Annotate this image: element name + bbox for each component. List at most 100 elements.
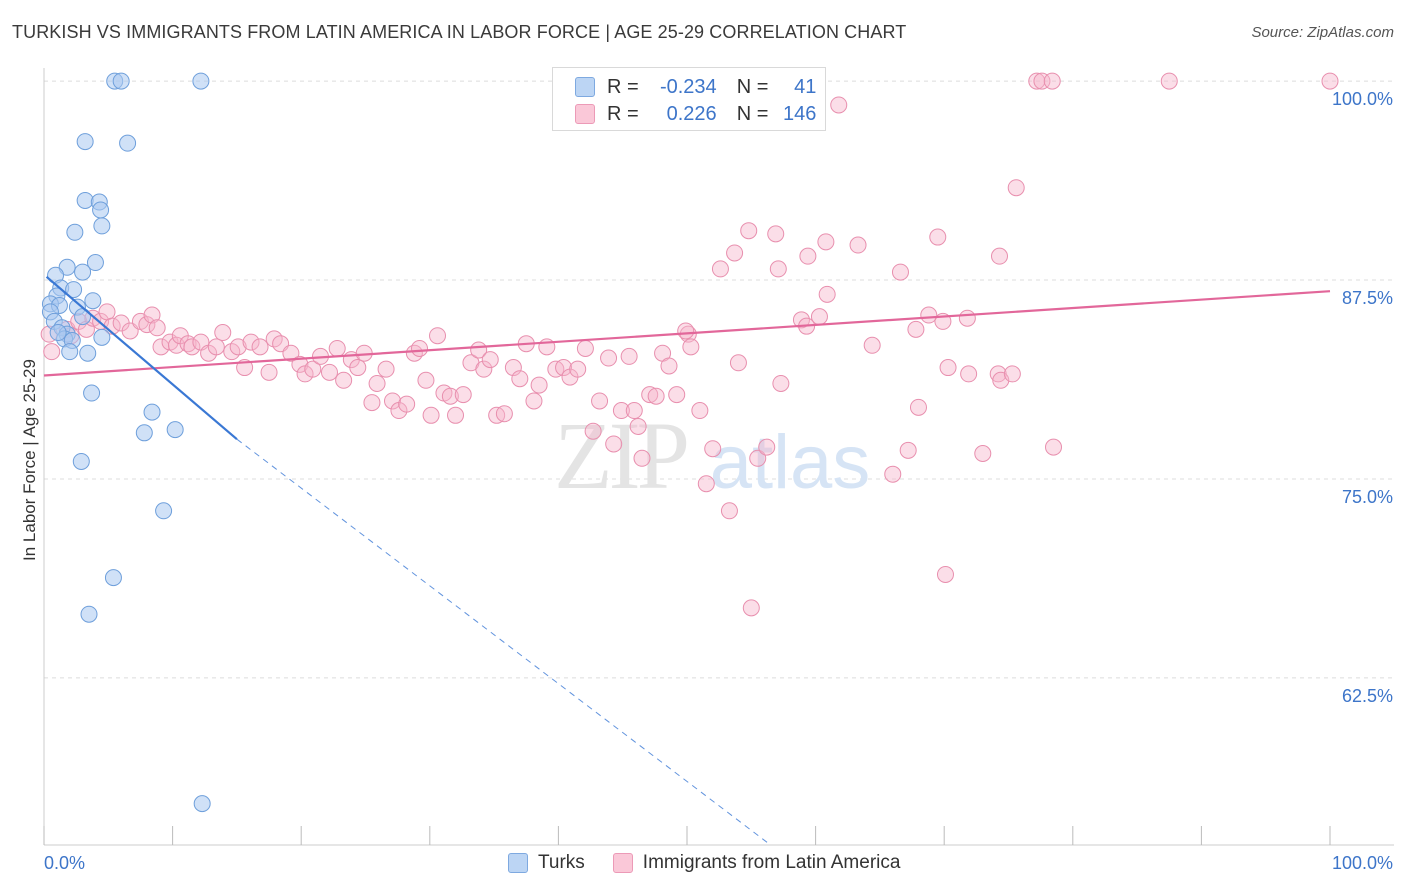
latam-point bbox=[939, 359, 957, 377]
legend-swatch-latam bbox=[575, 104, 595, 124]
latam-point bbox=[929, 228, 947, 246]
turks-point bbox=[83, 384, 101, 402]
latam-point bbox=[612, 402, 630, 420]
legend-r-value: -0.234 bbox=[659, 75, 717, 98]
latam-point bbox=[849, 236, 867, 254]
turks-point bbox=[72, 452, 90, 470]
turks-point bbox=[84, 292, 102, 310]
latam-point bbox=[207, 338, 225, 356]
latam-point bbox=[677, 322, 695, 340]
latam-point bbox=[1321, 72, 1339, 90]
latam-point bbox=[454, 386, 472, 404]
chart-title: TURKISH VS IMMIGRANTS FROM LATIN AMERICA… bbox=[12, 22, 907, 42]
x-tick-label: 0.0% bbox=[44, 853, 85, 873]
latam-point bbox=[1043, 72, 1061, 90]
latam-point bbox=[98, 303, 116, 321]
latam-point bbox=[620, 347, 638, 365]
latam-point bbox=[1003, 365, 1021, 383]
latam-point bbox=[704, 440, 722, 458]
legend-r-value: 0.226 bbox=[666, 102, 717, 125]
latam-point bbox=[891, 263, 909, 281]
tick-labels: 62.5% 75.0% 87.5% 100.0% 0.0% 100.0% bbox=[44, 89, 1393, 873]
latam-point bbox=[422, 406, 440, 424]
latam-point bbox=[863, 336, 881, 354]
legend-n-label: N = bbox=[736, 102, 769, 125]
latam-point bbox=[697, 475, 715, 493]
latam-point bbox=[884, 465, 902, 483]
legend-swatch-latam bbox=[612, 853, 633, 873]
legend-n-value: 146 bbox=[783, 102, 817, 125]
latam-point bbox=[183, 338, 201, 356]
latam-points bbox=[40, 72, 1339, 617]
turks-point bbox=[93, 328, 111, 346]
latam-point bbox=[214, 324, 232, 342]
latam-point bbox=[899, 441, 917, 459]
latam-point bbox=[328, 339, 346, 357]
turks-point bbox=[65, 281, 83, 299]
turks-point bbox=[66, 223, 84, 241]
legend-r-label: R = bbox=[607, 75, 639, 98]
latam-point bbox=[591, 392, 609, 410]
latam-point bbox=[740, 222, 758, 240]
grid-lines bbox=[44, 80, 1394, 679]
latam-point bbox=[742, 599, 760, 617]
latam-point bbox=[411, 339, 429, 357]
turks-point bbox=[74, 263, 92, 281]
latam-point bbox=[138, 316, 156, 334]
latam-point bbox=[242, 333, 260, 351]
latam-point bbox=[576, 339, 594, 357]
turks-point bbox=[155, 502, 173, 520]
latam-point bbox=[958, 309, 976, 327]
trend-lines bbox=[43, 276, 1331, 846]
turks-point bbox=[166, 421, 184, 439]
legend-n-label: N = bbox=[736, 75, 769, 98]
latam-point bbox=[799, 247, 817, 265]
latam-point bbox=[767, 225, 785, 243]
latam-point bbox=[600, 349, 618, 367]
latam-point bbox=[349, 359, 367, 377]
latam-point bbox=[251, 338, 269, 356]
latam-point bbox=[830, 96, 848, 114]
watermark: ZIP atlas bbox=[554, 402, 870, 509]
latam-point bbox=[260, 363, 278, 381]
latam-point bbox=[530, 376, 548, 394]
latam-point bbox=[682, 338, 700, 356]
latam-point bbox=[282, 344, 300, 362]
turks-trend-extension bbox=[236, 438, 771, 846]
latam-point bbox=[1028, 72, 1046, 90]
watermark-atlas: atlas bbox=[710, 420, 871, 505]
latam-point bbox=[629, 417, 647, 435]
turks-point bbox=[93, 217, 111, 235]
turks-point bbox=[58, 258, 76, 276]
turks-point bbox=[49, 324, 67, 342]
latam-point bbox=[605, 435, 623, 453]
latam-point bbox=[647, 387, 665, 405]
latam-point bbox=[143, 306, 161, 324]
latam-point bbox=[974, 445, 992, 462]
legend-swatch-turks bbox=[575, 77, 595, 97]
latam-point bbox=[441, 387, 459, 405]
latam-trend-line bbox=[43, 290, 1331, 377]
y-tick-label: 75.0% bbox=[1342, 487, 1393, 507]
turks-point bbox=[86, 254, 104, 272]
latam-point bbox=[584, 422, 602, 440]
latam-point bbox=[363, 394, 381, 412]
latam-point bbox=[907, 320, 925, 338]
latam-point bbox=[335, 371, 353, 389]
latam-point bbox=[1045, 438, 1063, 456]
legend-label-latam: Immigrants from Latin America bbox=[642, 852, 901, 873]
latam-point bbox=[641, 386, 659, 404]
latam-point bbox=[481, 351, 499, 369]
latam-point bbox=[525, 392, 543, 410]
latam-point bbox=[377, 360, 395, 378]
latam-point bbox=[384, 392, 402, 410]
legend-row-latam: R = 0.226 N = 146 bbox=[575, 101, 816, 127]
turks-point bbox=[79, 344, 97, 362]
latam-point bbox=[920, 306, 938, 324]
latam-point bbox=[511, 370, 529, 388]
latam-point bbox=[475, 360, 493, 378]
latam-point bbox=[691, 402, 709, 420]
correlation-legend: R = -0.234 N = 41 R = 0.226 N = 146 bbox=[552, 67, 826, 131]
latam-point bbox=[495, 405, 513, 423]
